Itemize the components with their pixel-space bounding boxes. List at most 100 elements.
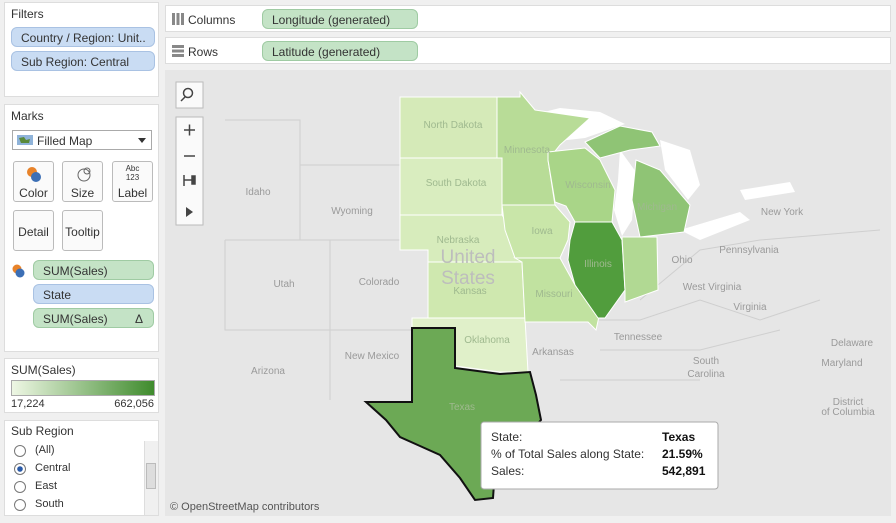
base-borders xyxy=(224,119,881,400)
map-label: Oklahoma xyxy=(464,335,510,346)
dropdown-arrow xyxy=(138,138,146,143)
map-label: Missouri xyxy=(535,289,572,300)
button-label: Detail xyxy=(18,225,49,239)
rows-shelf: Rows Latitude (generated) xyxy=(165,37,891,64)
pin-button[interactable] xyxy=(183,175,196,186)
label-button[interactable]: Abc 123 Label xyxy=(112,161,153,202)
filter-pill[interactable]: Sub Region: Central xyxy=(11,51,155,71)
field-pill[interactable]: State xyxy=(33,284,154,304)
radio-button[interactable] xyxy=(13,444,27,458)
zoom-in[interactable] xyxy=(184,124,195,136)
color-icon xyxy=(27,167,41,182)
zoom-controls xyxy=(175,116,204,226)
map-icon xyxy=(17,135,33,145)
button-label: Tooltip xyxy=(65,225,100,239)
button-label: Color xyxy=(19,186,48,200)
legend-title: SUM(Sales) xyxy=(11,363,76,377)
field-pill[interactable]: SUM(Sales) xyxy=(33,260,154,280)
tooltip-box xyxy=(480,421,719,490)
sub-region-card: Sub Region (All) Central East South xyxy=(4,420,159,516)
legend-ramp xyxy=(11,380,155,396)
map-label: Pennsylvania xyxy=(719,245,779,256)
search-button[interactable] xyxy=(175,81,204,109)
expand-button[interactable] xyxy=(186,207,193,217)
scrollbar[interactable] xyxy=(144,441,158,515)
radio-button[interactable] xyxy=(13,462,27,476)
button-label: Size xyxy=(70,186,95,200)
tooltip-button[interactable]: Tooltip xyxy=(62,210,103,251)
attribution: © OpenStreetMap contributors xyxy=(170,501,320,513)
shelf-pill[interactable]: Longitude (generated) xyxy=(262,9,418,29)
radio-button[interactable] xyxy=(13,480,27,494)
map-label: North Dakota xyxy=(424,120,483,131)
map-label: South xyxy=(693,356,719,367)
radio-label: East xyxy=(35,480,58,492)
filter-pill[interactable]: Country / Region: Unit.. xyxy=(11,27,155,47)
map-label: District xyxy=(833,397,864,408)
tooltip-label: State: xyxy=(491,430,522,444)
filters-title: Filters xyxy=(11,7,44,21)
map-label: Colorado xyxy=(359,277,400,288)
map-label: Delaware xyxy=(831,338,874,349)
map-label: West Virginia xyxy=(683,282,742,293)
radio-ring xyxy=(14,499,26,511)
map-label: Wisconsin xyxy=(565,180,611,191)
radio-option[interactable]: South xyxy=(13,497,141,513)
map-label: Texas xyxy=(449,402,475,413)
radio-option[interactable]: (All) xyxy=(13,443,141,459)
country-label: United xyxy=(441,247,496,268)
detail-button[interactable]: Detail xyxy=(13,210,54,251)
map-label: Arkansas xyxy=(532,347,574,358)
radio-dot xyxy=(17,466,23,472)
radio-ring xyxy=(14,481,26,493)
tooltip-label: % of Total Sales along State: xyxy=(491,447,644,461)
tooltip-rows: State: Texas % of Total Sales along State:… xyxy=(491,430,706,478)
columns-icon xyxy=(172,13,184,25)
mark-type-dropdown[interactable]: Filled Map xyxy=(12,130,152,150)
state xyxy=(621,236,659,303)
radio-label: South xyxy=(35,498,64,510)
map-label: Carolina xyxy=(687,369,725,380)
legend-max: 662,056 xyxy=(114,398,154,410)
mark-type: Filled Map xyxy=(37,134,93,148)
radio-ring xyxy=(14,445,26,457)
size-icon xyxy=(77,167,91,182)
sub-region-title: Sub Region xyxy=(11,424,74,438)
map: Idaho Wyoming Utah Colorado Arizona New Mexic… xyxy=(165,70,891,516)
search-icon xyxy=(180,96,186,102)
state xyxy=(513,257,601,331)
label-icon: Abc xyxy=(125,164,140,173)
scroll-thumb[interactable] xyxy=(146,463,156,489)
radio-option[interactable]: Central xyxy=(13,461,141,477)
shelf-pill[interactable]: Latitude (generated) xyxy=(262,41,418,61)
size-button[interactable]: Size xyxy=(62,161,103,202)
radio-option[interactable]: East xyxy=(13,479,141,495)
filters-card: Filters Country / Region: Unit.. Sub Reg… xyxy=(4,2,159,97)
label-icon: 123 xyxy=(125,173,140,182)
tooltip-label: Sales: xyxy=(491,464,524,478)
map-label: of Columbia xyxy=(821,407,875,418)
marks-card: Marks Filled Map Color Size Abc 123 Labe… xyxy=(4,104,159,352)
states xyxy=(363,90,691,502)
tooltip-value: 21.59% xyxy=(662,447,703,461)
state xyxy=(584,125,691,238)
legend-min: 17,224 xyxy=(11,398,45,410)
map-label: Wyoming xyxy=(331,206,373,217)
map-label: Ohio xyxy=(671,255,693,266)
map-label: Michigan xyxy=(637,202,677,213)
map-label: New Mexico xyxy=(345,351,400,362)
marks-title: Marks xyxy=(11,109,44,123)
field-pill[interactable]: SUM(Sales) Δ xyxy=(33,308,154,328)
map-label: New York xyxy=(761,207,804,218)
button-label: Label xyxy=(117,186,148,200)
shelf-label: Rows xyxy=(188,45,219,59)
map-label: Utah xyxy=(273,279,294,290)
radio-button[interactable] xyxy=(13,498,27,512)
map-label: Maryland xyxy=(821,358,862,369)
map-labels: Idaho Wyoming Utah Colorado Arizona New Mexic… xyxy=(245,120,875,418)
state xyxy=(567,221,626,319)
color-button[interactable]: Color xyxy=(13,161,54,202)
tooltip-value: 542,891 xyxy=(662,464,706,478)
map-label: Virginia xyxy=(733,302,767,313)
